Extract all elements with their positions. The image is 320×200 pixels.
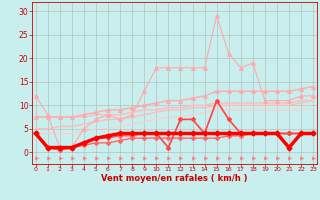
X-axis label: Vent moyen/en rafales ( km/h ): Vent moyen/en rafales ( km/h ) (101, 174, 248, 183)
